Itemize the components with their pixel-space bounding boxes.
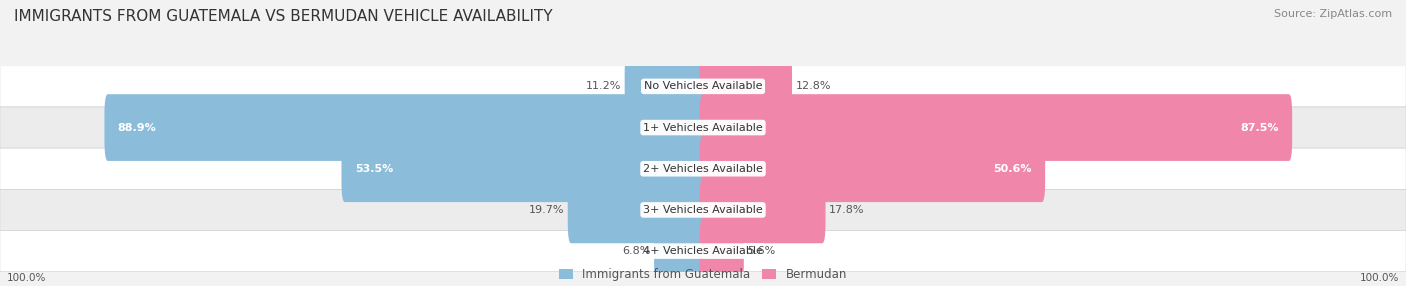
FancyBboxPatch shape	[568, 176, 706, 243]
Text: 19.7%: 19.7%	[529, 205, 564, 215]
Text: 100.0%: 100.0%	[1360, 273, 1399, 283]
FancyBboxPatch shape	[654, 218, 706, 285]
Legend: Immigrants from Guatemala, Bermudan: Immigrants from Guatemala, Bermudan	[554, 264, 852, 286]
Text: 12.8%: 12.8%	[796, 82, 831, 91]
Text: 5.6%: 5.6%	[747, 246, 776, 256]
Text: 3+ Vehicles Available: 3+ Vehicles Available	[643, 205, 763, 215]
Text: 53.5%: 53.5%	[354, 164, 394, 174]
Text: 87.5%: 87.5%	[1240, 123, 1279, 132]
Text: 1+ Vehicles Available: 1+ Vehicles Available	[643, 123, 763, 132]
FancyBboxPatch shape	[0, 148, 1406, 189]
FancyBboxPatch shape	[104, 94, 706, 161]
Text: 88.9%: 88.9%	[118, 123, 156, 132]
FancyBboxPatch shape	[700, 53, 792, 120]
FancyBboxPatch shape	[0, 66, 1406, 107]
FancyBboxPatch shape	[0, 231, 1406, 272]
FancyBboxPatch shape	[700, 176, 825, 243]
Text: 50.6%: 50.6%	[993, 164, 1032, 174]
Text: 100.0%: 100.0%	[7, 273, 46, 283]
FancyBboxPatch shape	[0, 107, 1406, 148]
Text: 2+ Vehicles Available: 2+ Vehicles Available	[643, 164, 763, 174]
Text: 4+ Vehicles Available: 4+ Vehicles Available	[643, 246, 763, 256]
FancyBboxPatch shape	[624, 53, 706, 120]
FancyBboxPatch shape	[700, 218, 744, 285]
Text: IMMIGRANTS FROM GUATEMALA VS BERMUDAN VEHICLE AVAILABILITY: IMMIGRANTS FROM GUATEMALA VS BERMUDAN VE…	[14, 9, 553, 23]
Text: 11.2%: 11.2%	[586, 82, 621, 91]
Text: 6.8%: 6.8%	[623, 246, 651, 256]
FancyBboxPatch shape	[700, 135, 1045, 202]
Text: 17.8%: 17.8%	[830, 205, 865, 215]
FancyBboxPatch shape	[700, 94, 1292, 161]
Text: Source: ZipAtlas.com: Source: ZipAtlas.com	[1274, 9, 1392, 19]
FancyBboxPatch shape	[342, 135, 706, 202]
Text: No Vehicles Available: No Vehicles Available	[644, 82, 762, 91]
FancyBboxPatch shape	[0, 189, 1406, 231]
